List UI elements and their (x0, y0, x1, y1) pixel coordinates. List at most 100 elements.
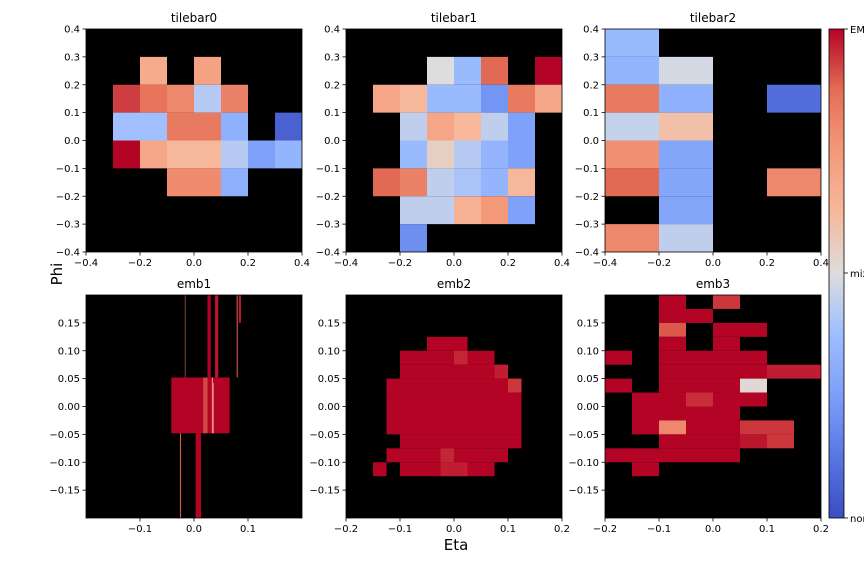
heatmap-cell (659, 84, 713, 113)
y-tick-label: 0.1 (324, 108, 340, 119)
heatmap-cell (481, 84, 508, 113)
heatmap-cell (140, 84, 167, 113)
y-tick-label: 0.05 (58, 374, 80, 385)
heatmap-cell (481, 168, 508, 197)
y-tick-label: 0.05 (318, 374, 340, 385)
y-tick-label: −0.10 (309, 458, 340, 469)
y-tick-label: 0.0 (324, 136, 340, 147)
y-tick-label: −0.4 (316, 248, 340, 259)
colorbar-label-em: EM (850, 25, 864, 36)
x-tick-label: 0.2 (240, 258, 256, 269)
heatmap-cell (195, 433, 202, 518)
heatmap-cell (440, 462, 468, 477)
heatmap-cell (713, 295, 740, 309)
y-tick-label: 0.3 (583, 52, 599, 63)
heatmap-cell (454, 112, 481, 141)
heatmap-cell (686, 420, 740, 435)
y-tick-label: −0.4 (575, 248, 599, 259)
y-tick-label: −0.3 (316, 220, 340, 231)
heatmap-cell (659, 378, 740, 393)
y-tick-label: 0.2 (583, 80, 599, 91)
heatmap-cell (167, 84, 194, 113)
heatmap-cell (140, 140, 167, 169)
heatmap-cell (508, 140, 535, 169)
y-tick-label: −0.15 (568, 486, 599, 497)
heatmap-cell (440, 448, 454, 463)
heatmap-cell (740, 378, 767, 393)
heatmap-cell (632, 420, 659, 435)
heatmap-cell (400, 168, 427, 197)
heatmap-cell (203, 377, 208, 434)
y-tick-label: 0.3 (64, 52, 80, 63)
y-tick-label: −0.2 (316, 192, 340, 203)
heatmap-cell (713, 336, 740, 351)
y-tick-label: 0.4 (583, 25, 599, 36)
heatmap-cell (275, 140, 302, 169)
heatmap-cell (427, 336, 468, 351)
panel-title: tilebar2 (690, 11, 736, 25)
heatmap-cell (427, 112, 454, 141)
heatmap-cell (659, 112, 713, 141)
y-tick-label: 0.2 (324, 80, 340, 91)
x-tick-label: −0.2 (593, 524, 617, 535)
panel-title: emb3 (696, 277, 730, 291)
x-tick-label: 0.4 (294, 258, 310, 269)
y-tick-label: 0.00 (318, 402, 340, 413)
y-tick-label: 0.10 (318, 346, 340, 357)
heatmap-cell (427, 168, 454, 197)
heatmap-cell (659, 196, 713, 225)
heatmap-cell (167, 112, 221, 141)
heatmap-cell (494, 364, 508, 379)
heatmap-cell (535, 84, 562, 113)
heatmap-cell (605, 112, 659, 141)
panels: tilebar0 −0.4 −0.2 0.0 0.2 0.4 −0.4 −0.3 −0.2 −0.… (49, 11, 829, 535)
heatmap-cell (767, 168, 821, 197)
heatmap-cell (605, 84, 659, 113)
y-tick-label: −0.15 (309, 486, 340, 497)
y-tick-label: 0.0 (64, 136, 80, 147)
heatmap-cell (275, 112, 302, 141)
x-tick-label: 0.0 (705, 524, 721, 535)
heatmap-cell (400, 364, 508, 379)
heatmap-cell (659, 434, 740, 449)
heatmap-cell (508, 196, 535, 225)
heatmap-cell (113, 112, 167, 141)
heatmap-cell (215, 295, 219, 378)
heatmap-cell (605, 350, 632, 365)
heatmap-cell (740, 420, 794, 435)
x-tick-label: −0.1 (388, 524, 412, 535)
heatmap-cell (427, 140, 454, 169)
heatmap-cell (113, 140, 140, 169)
heatmap-cell (400, 112, 427, 141)
x-tick-label: 0.4 (813, 258, 829, 269)
heatmap-cell (767, 434, 794, 449)
heatmap-cell (508, 168, 535, 197)
x-tick-label: 0.2 (759, 258, 775, 269)
y-tick-label: 0.00 (58, 402, 80, 413)
heatmap-cell (184, 295, 186, 378)
heatmap-cell (659, 420, 686, 435)
heatmap-cell (605, 448, 740, 463)
heatmap-cell (659, 322, 686, 337)
y-tick-label: 0.15 (58, 318, 80, 329)
heatmap-cell (171, 377, 230, 434)
heatmap-cell (454, 168, 481, 197)
panel-tilebar0: tilebar0 −0.4 −0.2 0.0 0.2 0.4 −0.4 −0.3 −0.2 −0.… (56, 11, 310, 269)
heatmap-cell (481, 140, 508, 169)
x-tick-label: −0.4 (334, 258, 358, 269)
heatmap-cell (508, 112, 535, 141)
x-tick-label: −0.1 (128, 524, 152, 535)
y-tick-label: 0.3 (324, 52, 340, 63)
panel-emb2: emb2 −0.2 −0.1 0.0 0.1 0.2 −0.15 −0.10 −0.05 0.00… (309, 277, 570, 535)
x-axis-label: Eta (444, 536, 469, 554)
y-tick-label: −0.05 (568, 430, 599, 441)
heatmap-cell (179, 433, 182, 518)
panel-tilebar1: tilebar1 −0.4 −0.2 0.0 0.2 0.4 −0.4 −0.3 −0.2 −0.… (316, 11, 570, 269)
y-axis-label: Phi (48, 263, 66, 286)
heatmap-cell (508, 84, 535, 113)
heatmap-cell (454, 350, 468, 365)
heatmap-cell (686, 392, 713, 407)
heatmap-cell (213, 383, 215, 434)
colorbar-label-mix: mix (850, 269, 864, 280)
y-tick-label: 0.15 (577, 318, 599, 329)
